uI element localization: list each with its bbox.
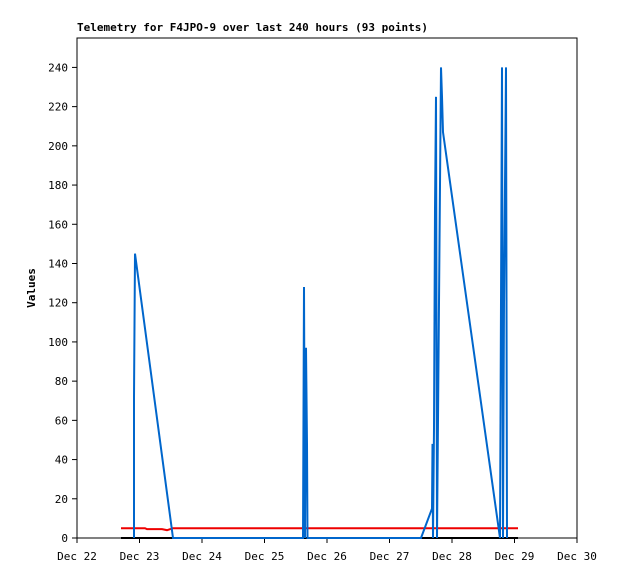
x-tick-label: Dec 22 [57,550,97,563]
chart-title: Telemetry for F4JPO-9 over last 240 hour… [77,21,428,34]
series-line [133,67,508,539]
y-tick-label: 200 [48,140,68,153]
y-tick-label: 0 [61,532,68,545]
x-tick-label: Dec 30 [557,550,597,563]
y-tick-label: 120 [48,297,68,310]
y-tick-label: 140 [48,257,68,270]
x-tick-label: Dec 29 [495,550,535,563]
y-tick-label: 100 [48,336,68,349]
y-tick-label: 240 [48,61,68,74]
y-tick-label: 160 [48,218,68,231]
series-line [121,527,518,532]
y-tick-label: 40 [55,454,68,467]
y-tick-label: 60 [55,414,68,427]
x-tick-label: Dec 28 [432,550,472,563]
x-tick-label: Dec 23 [120,550,160,563]
y-tick-label: 220 [48,101,68,114]
x-tick-label: Dec 27 [370,550,410,563]
y-tick-label: 20 [55,493,68,506]
y-tick-label: 80 [55,375,68,388]
x-tick-label: Dec 25 [245,550,285,563]
x-tick-label: Dec 24 [182,550,222,563]
x-tick-label: Dec 26 [307,550,347,563]
y-axis-label: Values [25,268,38,308]
y-tick-label: 180 [48,179,68,192]
